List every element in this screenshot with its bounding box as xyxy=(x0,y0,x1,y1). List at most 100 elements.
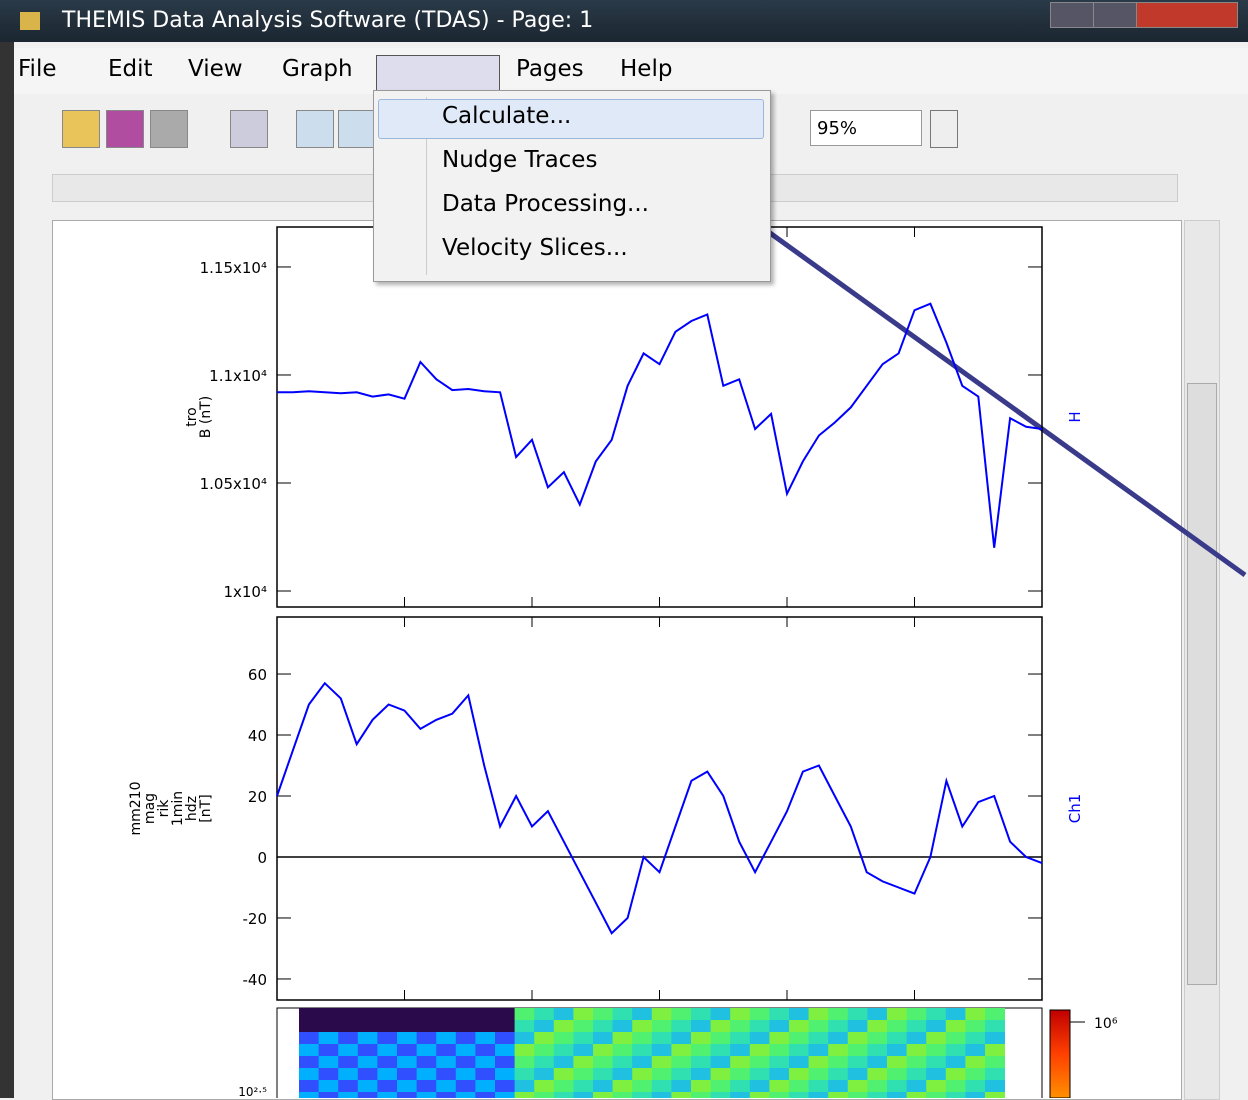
spectrogram-cell xyxy=(299,1056,319,1068)
maximize[interactable] xyxy=(1093,2,1137,28)
spectrogram-cell xyxy=(847,1020,868,1032)
scroll-thumb[interactable] xyxy=(1187,383,1217,985)
dropdown-item[interactable]: Data Processing... xyxy=(442,191,649,217)
spectrogram-cell xyxy=(534,1092,555,1098)
spectrogram-cell xyxy=(475,1056,496,1068)
spectrogram-cell xyxy=(926,1020,947,1032)
spectrogram-cell xyxy=(749,1092,770,1098)
spectrogram-cell xyxy=(495,1032,515,1044)
spectrogram-cell xyxy=(299,1008,319,1020)
menu-item[interactable]: Pages xyxy=(516,56,584,82)
save-button[interactable] xyxy=(106,110,144,148)
spectrogram-cell xyxy=(691,1056,711,1068)
spectrogram-cell xyxy=(926,1056,947,1068)
spectrogram-cell xyxy=(514,1068,535,1080)
menu-item[interactable]: Help xyxy=(620,56,673,82)
spectrogram-cell xyxy=(749,1056,770,1068)
copy-button[interactable] xyxy=(230,110,268,148)
spectrogram-cell xyxy=(514,1020,535,1032)
spectrogram-cell xyxy=(965,1080,986,1092)
spectrogram-cell xyxy=(416,1056,437,1068)
spectrogram-cell xyxy=(651,1068,672,1080)
spectrogram-cell xyxy=(691,1092,711,1098)
spectrogram-cell xyxy=(887,1068,907,1080)
vertical-scrollbar[interactable] xyxy=(1184,220,1220,1100)
y-tick-label: 1x10⁴ xyxy=(223,583,267,601)
colorbar-tick-label: 10⁶ xyxy=(1094,1016,1118,1032)
menu-item[interactable]: Edit xyxy=(108,56,153,82)
spectrogram-cell xyxy=(671,1056,692,1068)
spectrogram-cell xyxy=(397,1008,417,1020)
spectrogram-cell xyxy=(299,1092,319,1098)
spectrogram-cell xyxy=(338,1032,359,1044)
spectrogram-cell xyxy=(847,1032,868,1044)
dropdown-item[interactable]: Nudge Traces xyxy=(442,147,598,173)
spectrogram-cell xyxy=(945,1092,966,1098)
spectrogram-cell xyxy=(789,1068,809,1080)
title-bar: THEMIS Data Analysis Software (TDAS) - P… xyxy=(0,0,1248,42)
y-tick-label: 0 xyxy=(257,849,267,867)
spectrogram-cell xyxy=(416,1068,437,1080)
zoom-input[interactable]: 95% xyxy=(810,110,922,146)
spectrogram-cell xyxy=(612,1056,633,1068)
spectrogram-cell xyxy=(730,1080,751,1092)
spectrogram-cell xyxy=(985,1032,1005,1044)
spectrogram-cell xyxy=(769,1056,790,1068)
spectrogram-cell xyxy=(299,1020,319,1032)
spectrogram-cell xyxy=(789,1044,809,1056)
zoom-spinner[interactable] xyxy=(930,110,958,148)
menu-active-box xyxy=(376,55,500,93)
spectrogram-cell xyxy=(789,1080,809,1092)
spectrogram-cell xyxy=(455,1056,476,1068)
spectrogram-cell xyxy=(789,1020,809,1032)
spectrogram-cell xyxy=(828,1080,849,1092)
menu-item[interactable]: Graph xyxy=(282,56,353,82)
spectrogram-tick-label: 10²·⁵ xyxy=(238,1085,267,1098)
spectrogram-cell xyxy=(573,1056,594,1068)
spectrogram-cell xyxy=(338,1068,359,1080)
dropdown-item[interactable]: Velocity Slices... xyxy=(442,235,628,261)
nudge-button[interactable] xyxy=(338,110,376,148)
spectrogram-cell xyxy=(985,1056,1005,1068)
spectrogram-cell xyxy=(651,1092,672,1098)
nudge-button[interactable] xyxy=(296,110,334,148)
spectrogram-cell xyxy=(906,1008,927,1020)
spectrogram-cell xyxy=(808,1080,829,1092)
analysis-dropdown: Calculate... Nudge Traces Data Processing.… xyxy=(373,90,771,282)
spectrogram-cell xyxy=(495,1056,515,1068)
spectrogram-cell xyxy=(769,1020,790,1032)
spectrogram-cell xyxy=(338,1080,359,1092)
menu-item[interactable]: File xyxy=(18,56,57,82)
spectrogram-cell xyxy=(828,1068,849,1080)
spectrogram-cell xyxy=(318,1080,339,1092)
spectrogram-cell xyxy=(455,1044,476,1056)
print-button[interactable] xyxy=(150,110,188,148)
spectrogram-cell xyxy=(338,1056,359,1068)
y-axis-label: mm210 xyxy=(128,782,144,836)
spectrogram-cell xyxy=(769,1008,790,1020)
spectrogram-cell xyxy=(887,1008,907,1020)
spectrogram-cell xyxy=(553,1056,574,1068)
trace xyxy=(276,681,1043,935)
close[interactable] xyxy=(1136,2,1238,28)
open-button[interactable] xyxy=(62,110,100,148)
spectrogram-cell xyxy=(926,1080,947,1092)
spectrogram-cell xyxy=(612,1068,633,1080)
spectrogram-cell xyxy=(730,1020,751,1032)
spectrogram-cell xyxy=(847,1092,868,1098)
dropdown-item[interactable]: Calculate... xyxy=(442,103,572,129)
trace-label: H xyxy=(1066,411,1084,422)
menu-item[interactable]: View xyxy=(188,56,243,82)
spectrogram-cell xyxy=(573,1032,594,1044)
spectrogram-cell xyxy=(769,1032,790,1044)
trace-label: Ch1 xyxy=(1066,794,1084,824)
spectrogram-cell xyxy=(377,1020,398,1032)
spectrogram-cell xyxy=(730,1092,751,1098)
spectrogram-cell xyxy=(553,1008,574,1020)
spectrogram-cell xyxy=(965,1020,986,1032)
window-title: THEMIS Data Analysis Software (TDAS) - P… xyxy=(62,8,594,33)
spectrogram-cell xyxy=(985,1020,1005,1032)
spectrogram-cell xyxy=(965,1056,986,1068)
spectrogram-cell xyxy=(632,1020,653,1032)
